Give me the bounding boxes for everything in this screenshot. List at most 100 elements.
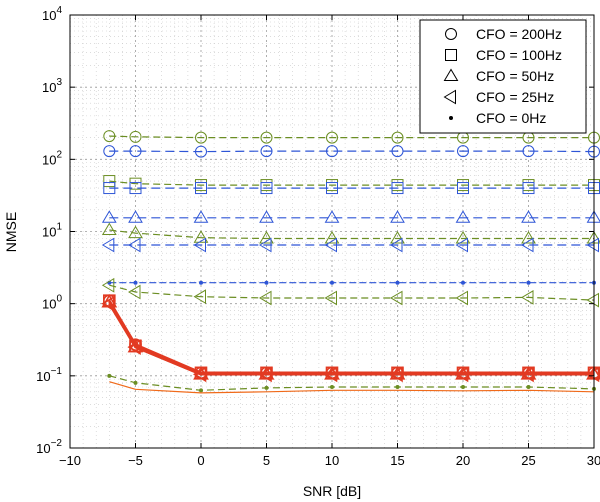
data-point [133,380,138,385]
x-tick-label: 25 [521,453,535,468]
data-point [101,277,115,293]
data-point [199,388,203,393]
series-12 [101,295,600,383]
data-point [390,231,405,244]
y-axis-label: NMSE [3,212,19,252]
y-tick-label: 10−2 [36,438,62,456]
data-point [264,280,269,285]
data-point [103,182,116,195]
data-point [391,145,404,158]
data-point [521,210,536,223]
legend-label: CFO = 100Hz [476,47,562,63]
data-point [101,295,115,312]
legend-marker-dot [449,116,453,120]
data-point [457,182,469,195]
legend-marker-circle [445,28,457,40]
legend-marker-triangle-up [443,68,459,81]
series-line [109,284,595,301]
data-point [259,210,274,223]
legend: CFO = 200Hz CFO = 100Hz CFO = 50Hz CFO = 25… [419,19,587,134]
x-axis-label: SNR [dB] [303,483,361,499]
data-point [259,231,274,244]
x-tick-label: 20 [456,453,470,468]
data-point [455,290,468,306]
data-point [264,385,269,390]
data-point [586,237,599,253]
data-point [195,182,207,195]
y-tick-label: 10−1 [36,366,62,384]
data-point [324,237,337,253]
data-point [260,131,273,144]
data-point [128,210,143,223]
data-point [103,175,116,188]
data-point [461,385,465,390]
legend-label: CFO = 0Hz [476,110,546,126]
series-3 [103,182,600,195]
data-point [193,230,209,243]
legend-marker-triangle-left [443,89,456,105]
data-point [103,130,116,143]
data-point [457,145,469,158]
data-point [128,225,143,239]
data-point [128,237,141,253]
data-point [193,289,206,305]
x-tick-label: 15 [390,453,404,468]
data-point [330,385,334,390]
data-point [133,280,138,285]
data-point [391,131,404,144]
x-tick-label: −10 [59,453,81,468]
x-tick-label: 5 [263,453,270,468]
data-point [193,237,206,253]
data-point [192,366,207,383]
series-line [109,180,594,186]
data-point [521,237,534,253]
data-point [391,182,404,195]
data-point [129,182,142,195]
data-point [259,237,272,253]
y-tick-label: 101 [42,222,62,240]
data-point [199,280,203,285]
data-point [390,237,403,253]
legend-label: CFO = 25Hz [476,89,554,105]
data-point [522,182,535,195]
series-13 [107,373,596,393]
y-tick-label: 100 [42,294,62,312]
series-line [108,303,594,376]
legend-label: CFO = 50Hz [476,68,554,84]
data-point [455,237,468,253]
data-point [260,145,273,158]
y-tick-label: 102 [42,149,62,167]
legend-label: CFO = 200Hz [476,26,562,42]
data-point [323,366,338,383]
data-point [324,210,340,223]
series-line [109,381,595,394]
data-point [521,231,536,244]
data-point [390,210,405,223]
series-line [109,150,595,153]
data-point [389,366,403,383]
x-tick-label: −5 [128,453,143,468]
data-point [585,366,600,383]
data-point [326,131,338,144]
series-line [109,135,594,139]
data-point [195,131,207,144]
data-point [260,182,273,195]
data-point [127,339,141,356]
y-tick-label: 103 [42,77,62,95]
x-tick-label: 0 [197,453,204,468]
x-tick-label: 10 [325,453,339,468]
data-point [107,373,112,378]
y-axis-ticks: 10−2 10−1 100 101 102 103 104 [36,5,594,456]
data-point [101,222,117,235]
data-point [128,284,141,300]
data-point [195,145,207,158]
data-point [324,231,340,244]
data-point [455,231,471,244]
x-axis-ticks: −10 −5 0 5 10 15 20 25 30 [59,15,600,468]
data-point [129,130,142,143]
data-point [455,210,471,223]
data-point [101,210,117,223]
data-point [522,145,535,158]
data-point [395,385,400,390]
